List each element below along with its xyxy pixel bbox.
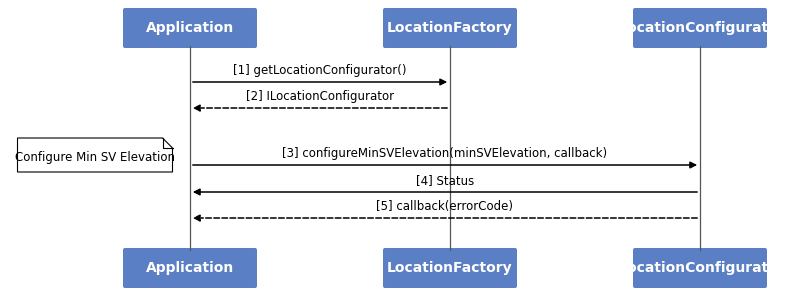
Text: LocationFactory: LocationFactory [387,261,513,275]
FancyBboxPatch shape [123,248,257,288]
Text: Configure Min SV Elevation: Configure Min SV Elevation [15,150,175,163]
Text: Application: Application [146,21,234,35]
FancyBboxPatch shape [383,248,517,288]
Text: [5] callback(errorCode): [5] callback(errorCode) [376,200,513,213]
Text: [2] ILocationConfigurator: [2] ILocationConfigurator [246,90,394,103]
Text: [4] Status: [4] Status [416,174,474,187]
Text: ILocationConfigurator: ILocationConfigurator [614,261,786,275]
Text: [3] configureMinSVElevation(minSVElevation, callback): [3] configureMinSVElevation(minSVElevati… [282,147,607,160]
FancyBboxPatch shape [633,248,767,288]
Text: LocationFactory: LocationFactory [387,21,513,35]
FancyBboxPatch shape [383,8,517,48]
FancyBboxPatch shape [123,8,257,48]
FancyBboxPatch shape [633,8,767,48]
Polygon shape [18,138,173,172]
Text: ILocationConfigurator: ILocationConfigurator [614,21,786,35]
Text: [1] getLocationConfigurator(): [1] getLocationConfigurator() [234,64,407,77]
Text: Application: Application [146,261,234,275]
